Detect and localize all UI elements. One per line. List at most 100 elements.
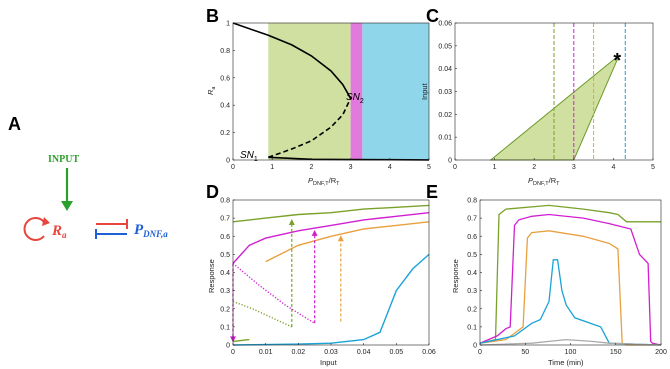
dose-response-curve-0: [232, 204, 430, 223]
panel-d-ylabel: Response: [207, 259, 216, 293]
self-activation-loop: [23, 217, 45, 241]
panel-d-axes-box: [232, 199, 430, 346]
pdnf-node: PDNF,a: [134, 222, 168, 239]
panel-c-xlabel: PDNF,T/RT: [528, 176, 560, 187]
panel-e-ytick-label: 0.4: [467, 270, 477, 277]
panel-d-xtick-label: 0.01: [259, 349, 273, 356]
panel-d-ytick-label: 0.1: [220, 324, 230, 331]
panel-c-ytick-label: 0.02: [438, 112, 452, 119]
time-course-0: [479, 204, 661, 344]
panel-b-ylabel: Ra: [206, 86, 217, 95]
panel-c-ytick-label: 0.05: [438, 43, 452, 50]
bistability-tip-star: *: [613, 50, 621, 72]
panel-d-ytick-label: 0.7: [220, 216, 230, 223]
panel-b-xtick-label: 4: [388, 164, 392, 171]
panel-d-xtick-label: 0.05: [390, 349, 404, 356]
transition-arrow-head-0: [288, 218, 295, 225]
panel-e-xtick-label: 200: [655, 349, 667, 356]
transition-arrow-head-2: [337, 235, 344, 242]
dose-response-curve-2: [232, 338, 250, 343]
panel-c-xtick-label: 3: [572, 164, 576, 171]
panel-d-ytick-label: 0.6: [220, 234, 230, 241]
time-course-1: [479, 213, 662, 346]
panel-d-ytick-label: 0: [226, 343, 230, 350]
panel-d-ytick-label: 0.3: [220, 288, 230, 295]
panel-c-xtick-label: 0: [453, 164, 457, 171]
sn2-label: SN2: [346, 92, 364, 105]
panel-b-xtick-label: 1: [270, 164, 274, 171]
panel-e-ytick-label: 0.1: [467, 324, 477, 331]
panel-b-xlabel: PDNF,T/RT: [308, 176, 340, 187]
panel-b-ytick-label: 0.4: [220, 103, 230, 110]
panel-c-xtick-label: 4: [611, 164, 615, 171]
bistable-area: [489, 54, 620, 161]
panel-c-ytick-label: 0.04: [438, 66, 452, 73]
panel-d-ytick-label: 0.2: [220, 306, 230, 313]
panel-d-xtick-label: 0.04: [357, 349, 371, 356]
panel-e-xtick-label: 100: [565, 349, 577, 356]
sn1-label: SN1: [240, 150, 258, 163]
panel-d-ytick-label: 0.5: [220, 252, 230, 259]
dose-response-curve-3: [232, 212, 430, 264]
panel-e-xlabel: Time (min): [548, 358, 584, 367]
dose-response-curve-1: [232, 300, 293, 328]
panel-b-xtick-label: 2: [309, 164, 313, 171]
panel-label-b: B: [206, 6, 219, 26]
stability-region-2: [362, 23, 429, 160]
panel-b-xtick-label: 5: [427, 164, 431, 171]
panel-e-ytick-label: 0: [473, 343, 477, 350]
bifurcation-branch-0: [232, 22, 352, 99]
dose-response-curve-6: [232, 253, 430, 346]
panel-c-xtick-label: 5: [651, 164, 655, 171]
network-schematic: INPUT Ra PDNF,a: [23, 154, 168, 241]
input-label: INPUT: [48, 154, 79, 165]
panel-d-xlabel: Input: [320, 358, 338, 367]
panel-c-ytick-label: 0.03: [438, 89, 452, 96]
dose-response-curve-5: [265, 221, 430, 263]
panel-c-ylabel: Input: [420, 82, 429, 100]
panel-d-dose-response: 0 0.01 0.02 0.03 0.04 0.05 0.06 0 0.1 0.2 0.3 0.4 0.…: [207, 198, 436, 368]
panel-e-ytick-label: 0.6: [467, 234, 477, 241]
stability-region-0: [268, 23, 351, 160]
panel-b-axes-box: [232, 22, 430, 161]
panel-c-ytick-label: 0.06: [438, 21, 452, 28]
time-course-3: [479, 259, 662, 346]
panel-c-ytick-label: 0.01: [438, 135, 452, 142]
panel-e-ytick-label: 0.7: [467, 216, 477, 223]
panel-c-xtick-label: 1: [493, 164, 497, 171]
panel-c-bistable-region: 0 1 2 3 4 5 0 0.01 0.02 0.03 0.04 0.05 0.06 * PDNF,T…: [420, 21, 655, 188]
panel-label-e: E: [426, 182, 438, 202]
panel-e-xtick-label: 0: [478, 349, 482, 356]
panel-b-xtick-label: 0: [231, 164, 235, 171]
panel-b-ytick-label: 0.2: [220, 130, 230, 137]
panel-b-ytick-label: 0.6: [220, 75, 230, 82]
bifurcation-branch-1: [268, 97, 352, 159]
ra-node: Ra: [51, 223, 67, 240]
panel-b-ytick-label: 0.8: [220, 48, 230, 55]
self-activation-arrow-head: [42, 217, 50, 226]
panel-c-ytick-label: 0: [448, 158, 452, 165]
panel-label-a: A: [8, 114, 21, 134]
panel-d-ytick-label: 0.4: [220, 270, 230, 277]
panel-e-xtick-label: 150: [610, 349, 622, 356]
panel-e-ytick-label: 0.5: [467, 252, 477, 259]
panel-e-time-course: 0 50 100 150 200 0 0.1 0.2 0.3 0.4 0.5 0.6 0.7 0.8 Ti…: [451, 198, 667, 368]
dose-response-curve-4: [232, 262, 316, 324]
panel-b-ytick-label: 0: [226, 158, 230, 165]
panel-d-xtick-label: 0.02: [292, 349, 306, 356]
panel-c-xtick-label: 2: [532, 164, 536, 171]
panel-label-c: C: [426, 6, 439, 26]
transition-arrow-head-1: [311, 229, 318, 236]
panel-d-xtick-label: 0.06: [422, 349, 436, 356]
panel-d-ytick-label: 0.8: [220, 198, 230, 205]
panel-e-ytick-label: 0.3: [467, 288, 477, 295]
panel-label-d: D: [206, 182, 219, 202]
panel-d-xtick-label: 0: [231, 349, 235, 356]
panel-b-bifurcation: 0 1 2 3 4 5 0 0.2 0.4 0.6 0.8 1 SN1 SN2 PDNF,T/RT R…: [206, 21, 431, 188]
input-arrow-head: [61, 201, 73, 211]
panel-d-xtick-label: 0.03: [324, 349, 338, 356]
panel-b-xtick-label: 3: [349, 164, 353, 171]
stability-region-1: [350, 23, 363, 160]
time-course-4: [479, 338, 662, 346]
